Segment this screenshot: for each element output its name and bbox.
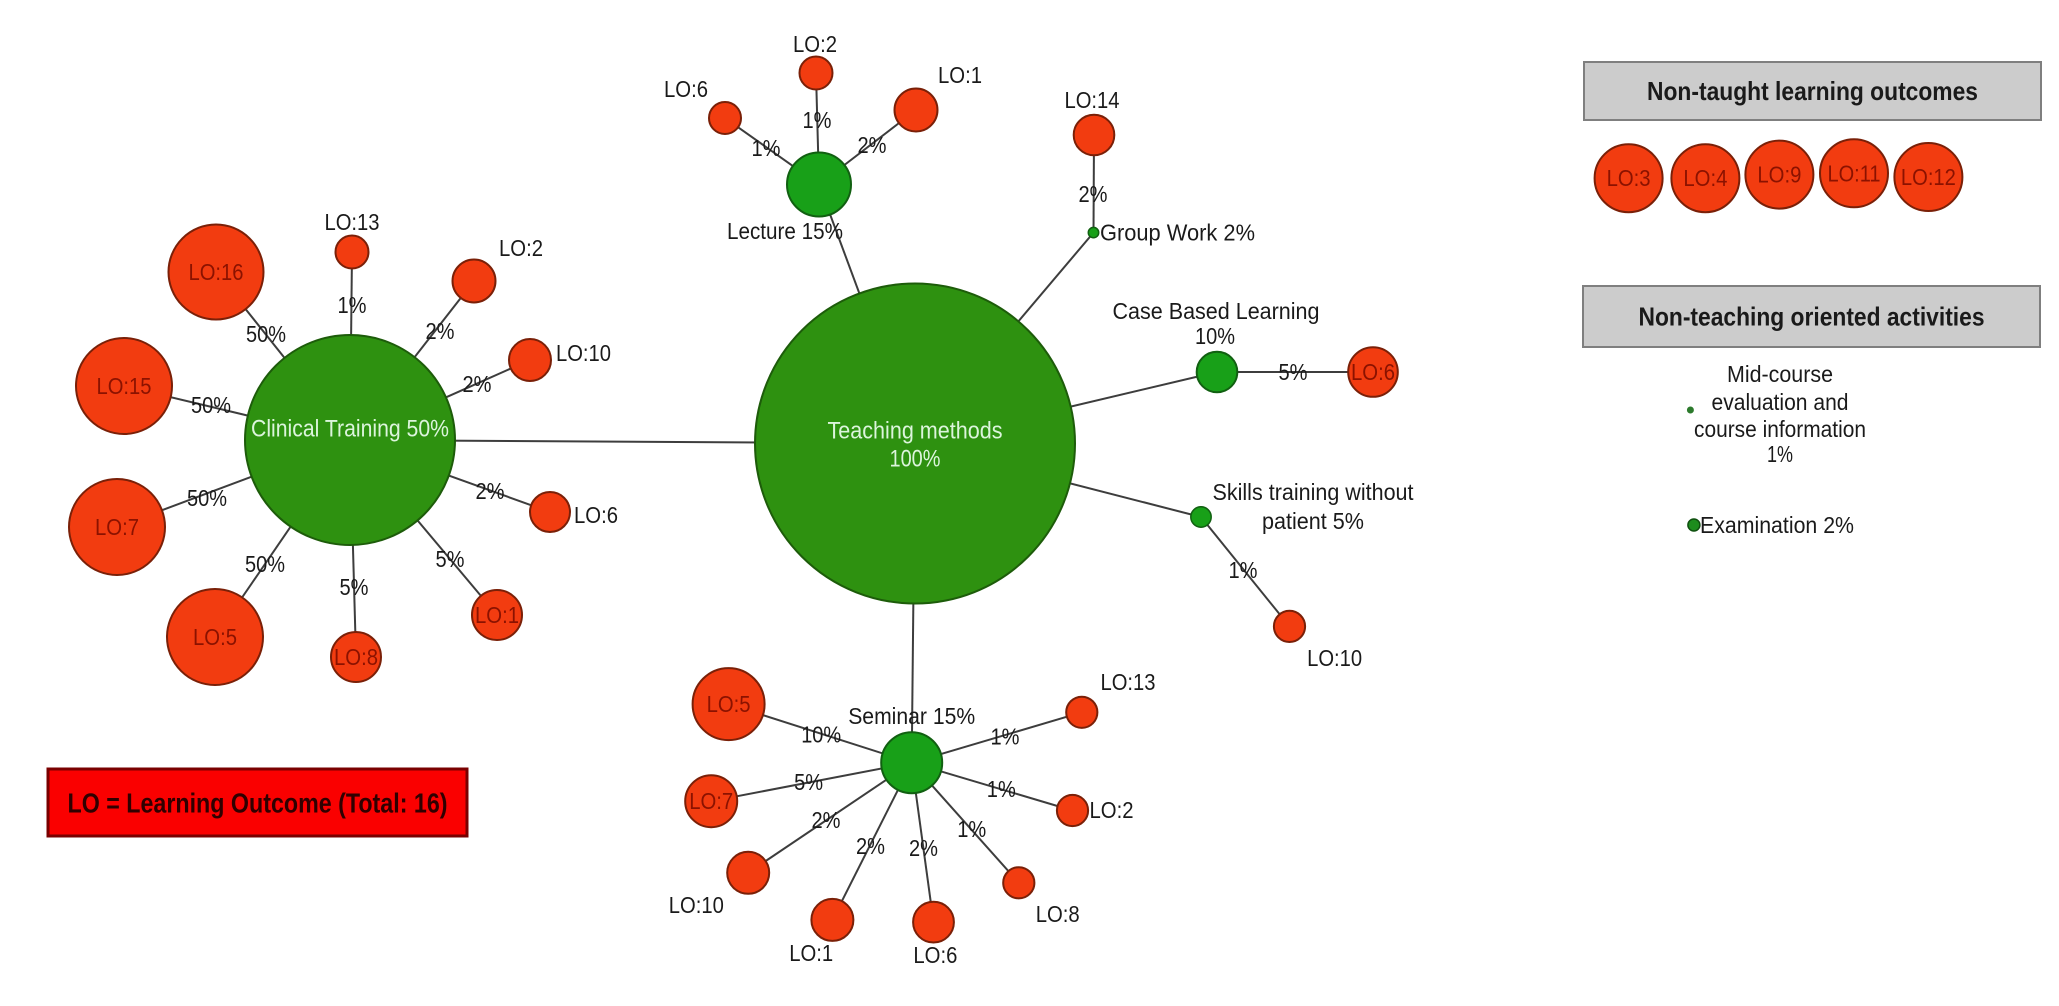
svg-text:Teaching methods: Teaching methods bbox=[828, 418, 1003, 445]
svg-text:LO:10: LO:10 bbox=[556, 340, 611, 366]
svg-text:1%: 1% bbox=[987, 776, 1016, 802]
svg-text:LO:1: LO:1 bbox=[475, 602, 519, 628]
svg-text:1%: 1% bbox=[338, 292, 367, 318]
svg-text:LO:5: LO:5 bbox=[707, 691, 751, 717]
svg-text:Non-teaching oriented activiti: Non-teaching oriented activities bbox=[1639, 302, 1985, 332]
svg-text:LO:12: LO:12 bbox=[1901, 164, 1956, 190]
svg-text:50%: 50% bbox=[187, 485, 227, 511]
svg-text:Skills training without: Skills training without bbox=[1213, 479, 1415, 505]
svg-text:LO:1: LO:1 bbox=[789, 940, 833, 966]
svg-text:LO:11: LO:11 bbox=[1828, 160, 1881, 186]
svg-text:LO:9: LO:9 bbox=[1757, 162, 1801, 188]
svg-text:LO:6: LO:6 bbox=[913, 942, 957, 968]
svg-text:50%: 50% bbox=[246, 321, 286, 347]
svg-text:patient 5%: patient 5% bbox=[1262, 508, 1364, 534]
svg-text:LO:10: LO:10 bbox=[1307, 645, 1362, 671]
svg-text:2%: 2% bbox=[812, 807, 841, 833]
svg-text:LO:3: LO:3 bbox=[1607, 165, 1651, 191]
svg-text:Lecture 15%: Lecture 15% bbox=[727, 218, 843, 244]
svg-text:LO:13: LO:13 bbox=[325, 209, 380, 235]
svg-text:2%: 2% bbox=[1079, 181, 1108, 207]
svg-text:1%: 1% bbox=[1229, 557, 1258, 583]
svg-text:1%: 1% bbox=[991, 723, 1020, 749]
svg-text:LO:8: LO:8 bbox=[1036, 901, 1080, 927]
svg-text:evaluation and: evaluation and bbox=[1712, 389, 1849, 415]
svg-text:LO:10: LO:10 bbox=[669, 892, 724, 918]
svg-text:1%: 1% bbox=[752, 135, 781, 161]
svg-text:2%: 2% bbox=[463, 371, 492, 397]
svg-text:2%: 2% bbox=[476, 478, 505, 504]
svg-text:course information: course information bbox=[1694, 416, 1866, 442]
svg-text:LO:5: LO:5 bbox=[193, 624, 237, 650]
svg-text:LO:14: LO:14 bbox=[1065, 87, 1120, 113]
svg-text:LO:7: LO:7 bbox=[95, 514, 139, 540]
svg-text:50%: 50% bbox=[191, 392, 231, 418]
svg-text:Clinical Training 50%: Clinical Training 50% bbox=[251, 416, 449, 443]
svg-text:2%: 2% bbox=[909, 835, 938, 861]
svg-text:1%: 1% bbox=[1767, 441, 1793, 467]
svg-text:LO:6: LO:6 bbox=[664, 76, 708, 102]
svg-text:Case Based Learning: Case Based Learning bbox=[1113, 298, 1320, 324]
svg-text:LO:2: LO:2 bbox=[1090, 797, 1134, 823]
svg-text:LO:15: LO:15 bbox=[97, 373, 152, 399]
svg-text:5%: 5% bbox=[340, 574, 369, 600]
svg-text:LO:2: LO:2 bbox=[499, 235, 543, 261]
svg-text:5%: 5% bbox=[1279, 359, 1308, 385]
svg-text:1%: 1% bbox=[803, 107, 832, 133]
svg-text:1%: 1% bbox=[957, 816, 986, 842]
svg-text:LO:8: LO:8 bbox=[334, 644, 378, 670]
svg-text:Seminar 15%: Seminar 15% bbox=[848, 703, 975, 729]
svg-text:Examination 2%: Examination 2% bbox=[1700, 512, 1854, 538]
svg-text:LO:1: LO:1 bbox=[938, 62, 982, 88]
svg-text:LO:2: LO:2 bbox=[793, 31, 837, 57]
svg-text:LO = Learning Outcome (Total:: LO = Learning Outcome (Total: 16) bbox=[68, 788, 448, 819]
svg-text:5%: 5% bbox=[794, 769, 823, 795]
svg-text:2%: 2% bbox=[426, 318, 455, 344]
svg-text:100%: 100% bbox=[890, 446, 941, 473]
svg-text:2%: 2% bbox=[856, 833, 885, 859]
svg-text:Mid-course: Mid-course bbox=[1727, 361, 1833, 387]
svg-text:LO:6: LO:6 bbox=[574, 502, 618, 528]
svg-text:LO:7: LO:7 bbox=[689, 788, 733, 814]
svg-text:LO:6: LO:6 bbox=[1351, 359, 1395, 385]
svg-text:50%: 50% bbox=[245, 551, 285, 577]
svg-text:10%: 10% bbox=[801, 722, 841, 748]
svg-text:Group Work 2%: Group Work 2% bbox=[1100, 220, 1255, 246]
svg-text:2%: 2% bbox=[858, 132, 887, 158]
svg-text:10%: 10% bbox=[1195, 323, 1235, 349]
svg-text:LO:4: LO:4 bbox=[1683, 165, 1727, 191]
svg-text:LO:13: LO:13 bbox=[1101, 669, 1156, 695]
svg-text:LO:16: LO:16 bbox=[189, 259, 244, 285]
svg-text:Non-taught learning outcomes: Non-taught learning outcomes bbox=[1647, 76, 1978, 106]
svg-text:5%: 5% bbox=[436, 546, 465, 572]
